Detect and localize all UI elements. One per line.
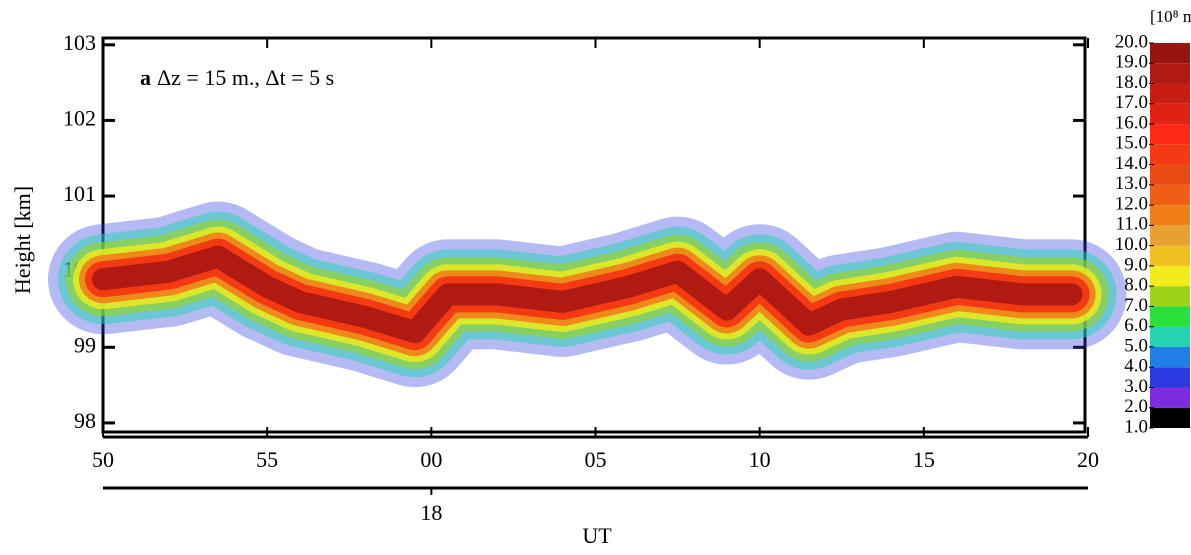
annotation-text: Δz = 15 m., Δt = 5 s [157,65,334,90]
colorbar-cell [1150,103,1190,125]
hour-tick-label: 18 [420,500,442,525]
colorbar-tick-label: 2.0 [1124,396,1148,417]
colorbar-tick-label: 9.0 [1124,254,1148,275]
colorbar-tick-label: 1.0 [1124,416,1148,437]
y-tick-label: 99 [74,332,96,357]
y-tick-label: 103 [63,30,96,55]
colorbar-tick-label: 11.0 [1115,214,1148,235]
colorbar-cell [1150,43,1190,64]
colorbar-cell [1150,63,1190,84]
colorbar-cell [1150,306,1190,327]
colorbar-tick-label: 17.0 [1115,92,1148,113]
colorbar-tick-label: 19.0 [1115,52,1148,73]
colorbar-cell [1150,144,1190,165]
colorbar-tick-label: 18.0 [1115,72,1148,93]
colorbar-tick-label: 16.0 [1115,112,1148,133]
colorbar-unit: [10⁸ m⁻³] [1150,7,1191,26]
colorbar-tick-label: 14.0 [1115,153,1148,174]
colorbar-cell [1150,184,1190,206]
annotation-bold: a [140,65,151,90]
x-tick-label: 00 [420,447,442,472]
y-axis-label: Height [km] [10,186,35,294]
colorbar-cell [1150,83,1190,104]
colorbar-cell [1150,387,1190,408]
x-tick-label: 05 [585,447,607,472]
colorbar-cell [1150,124,1190,145]
colorbar-tick-label: 6.0 [1124,315,1148,336]
colorbar-cell [1150,225,1190,246]
colorbar-tick-label: 8.0 [1124,275,1148,296]
colorbar-cell [1150,407,1190,428]
colorbar-tick-label: 7.0 [1124,295,1148,316]
colorbar-tick-label: 10.0 [1115,234,1148,255]
colorbar-cell [1150,164,1190,185]
x-tick-label: 15 [913,447,935,472]
colorbar-cell [1150,205,1190,226]
y-tick-label: 98 [74,408,96,433]
colorbar-cell [1150,367,1190,388]
x-tick-label: 50 [92,447,114,472]
colorbar-cell [1150,286,1190,307]
colorbar-cell [1150,346,1190,368]
annotation: a Δz = 15 m., Δt = 5 s [140,65,334,90]
x-tick-label: 20 [1077,447,1099,472]
colorbar-tick-label: 15.0 [1115,133,1148,154]
colorbar-tick-label: 3.0 [1124,376,1148,397]
y-tick-label: 102 [63,105,96,130]
colorbar-tick-label: 13.0 [1115,173,1148,194]
colorbar-tick-label: 5.0 [1124,335,1148,356]
x-tick-label: 10 [749,447,771,472]
colorbar-tick-label: 20.0 [1115,31,1148,52]
x-tick-label: 55 [256,447,278,472]
colorbar-tick-label: 4.0 [1124,356,1148,377]
colorbar-tick-label: 12.0 [1115,193,1148,214]
y-tick-label: 101 [63,181,96,206]
colorbar-cell [1150,326,1190,347]
colorbar-cell [1150,245,1190,266]
layer-band [92,245,1083,344]
x-axis-label: UT [582,523,612,548]
colorbar-cell [1150,265,1190,287]
